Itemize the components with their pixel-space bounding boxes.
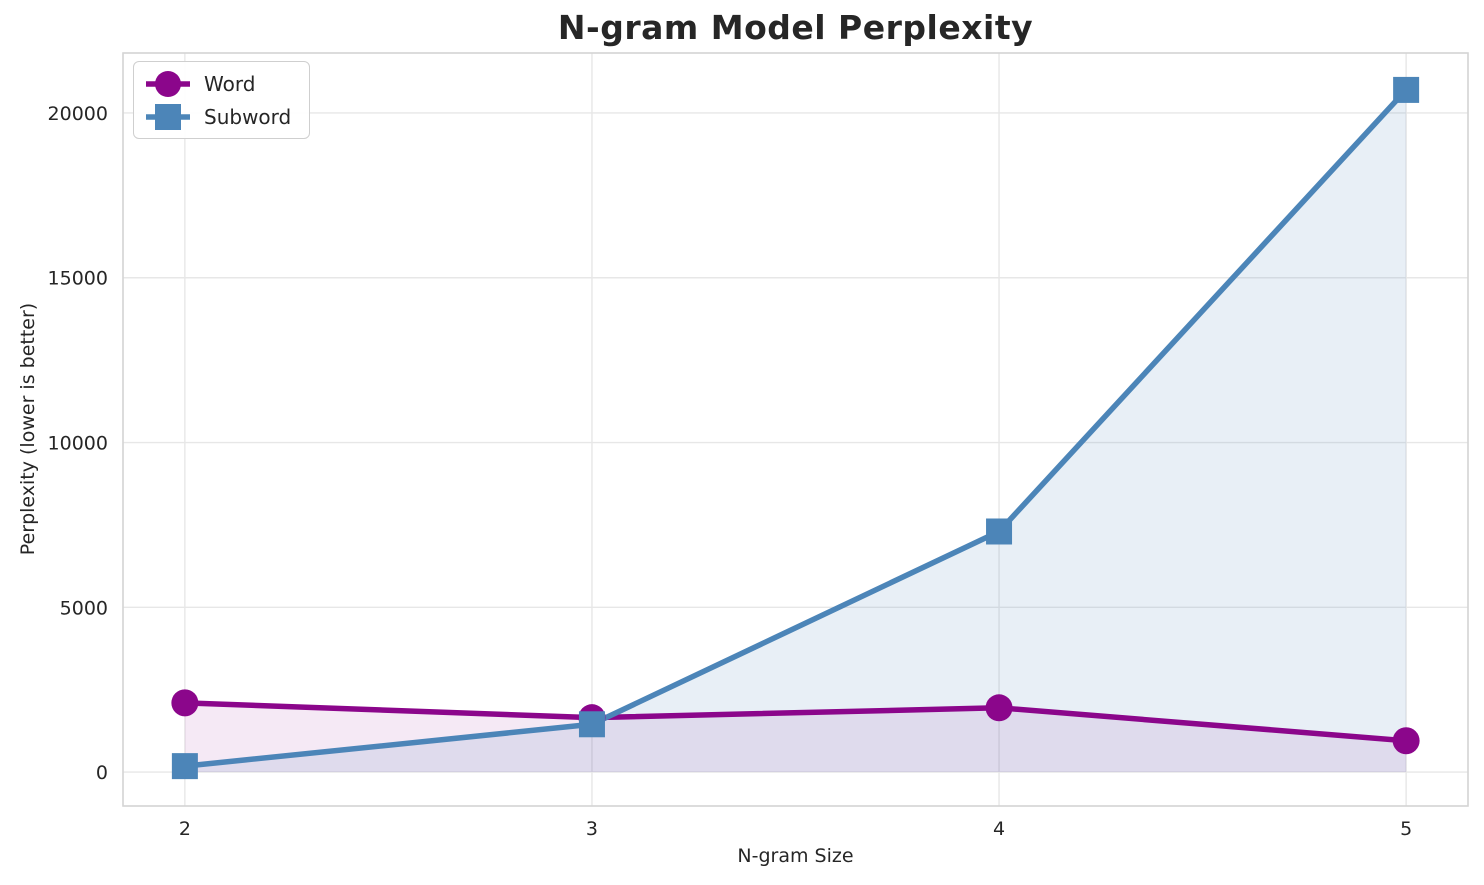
subword-data-point [171, 753, 198, 780]
x-tick-label: 3 [586, 818, 598, 840]
square-marker-icon [155, 103, 181, 130]
word-data-point [1392, 727, 1420, 755]
y-tick-label: 15000 [48, 268, 108, 290]
legend-label-word: Word [204, 71, 256, 96]
y-axis-label: Perplexity (lower is better) [17, 302, 39, 556]
y-tick-label: 10000 [48, 433, 108, 455]
x-tick-label: 2 [179, 818, 191, 840]
legend-item-subword: Subword [144, 101, 291, 132]
chart-title: N-gram Model Perplexity [557, 8, 1034, 47]
legend-label-subword: Subword [204, 104, 292, 129]
y-tick-label: 20000 [48, 103, 108, 125]
subword-data-point [1393, 76, 1420, 103]
plot-border [122, 52, 1469, 807]
subword-series-marker-icon [146, 103, 190, 130]
subword-series-line [182, 87, 1409, 769]
x-axis-label: N-gram Size [737, 845, 854, 867]
x-tick-label: 4 [993, 818, 1005, 840]
x-tick-label: 5 [1400, 818, 1412, 840]
word-series-marker-icon [146, 70, 190, 97]
word-series-line [182, 700, 1409, 744]
legend-item-word: Word [144, 68, 291, 99]
subword-data-point [578, 711, 605, 738]
y-tick-label: 0 [96, 762, 108, 784]
legend: Word Subword [133, 61, 311, 139]
subword-data-point [986, 518, 1013, 545]
circle-marker-icon [155, 70, 181, 97]
word-data-point [171, 689, 199, 717]
y-tick-label: 5000 [60, 597, 108, 619]
word-area-fill [184, 702, 1407, 773]
subword-area-fill [184, 89, 1407, 773]
word-data-point [985, 694, 1013, 722]
